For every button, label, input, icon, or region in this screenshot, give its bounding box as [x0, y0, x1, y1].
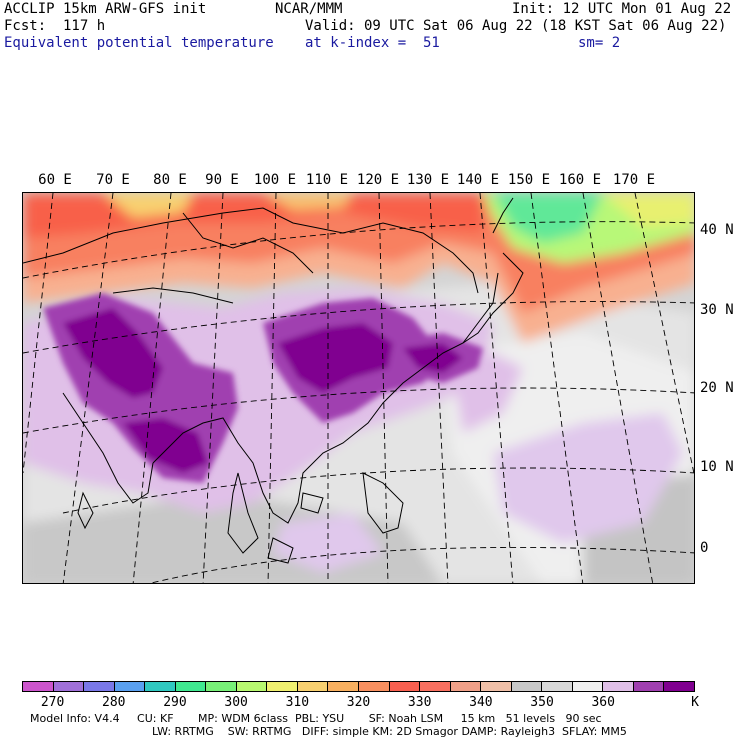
colorbar-swatch [145, 682, 176, 691]
lon-label: 60 E [38, 172, 72, 188]
colorbar-swatch [297, 682, 329, 691]
colorbar-tick-label: 340 [469, 695, 493, 710]
colorbar-swatch [511, 682, 543, 691]
physics-info: LW: RRTMG SW: RRTMG DIFF: simple KM: 2D … [152, 725, 627, 738]
colorbar [22, 681, 695, 692]
colorbar-tick-label: 280 [102, 695, 126, 710]
graticule [23, 193, 694, 583]
lon-label: 70 E [96, 172, 130, 188]
colorbar-swatch [572, 682, 604, 691]
colorbar-tick-label: 360 [591, 695, 615, 710]
colorbar-swatch [633, 682, 665, 691]
colorbar-tick-label: 290 [163, 695, 187, 710]
colorbar-swatch [603, 682, 634, 691]
colorbar-tick-label: 350 [530, 695, 554, 710]
lat-label: 40 N [700, 222, 734, 238]
lon-label: 90 E [205, 172, 239, 188]
lon-label: 100 E [253, 172, 297, 188]
lon-label: 140 E [456, 172, 500, 188]
colorbar-swatch [359, 682, 390, 691]
colorbar-swatch [175, 682, 207, 691]
colorbar-swatch [328, 682, 360, 691]
field-name: Equivalent potential temperature [4, 35, 274, 51]
colorbar-swatch [389, 682, 421, 691]
valid-time: Valid: 09 UTC Sat 06 Aug 22 (18 KST Sat … [305, 18, 727, 34]
lat-label: 10 N [700, 459, 734, 475]
colorbar-swatch [23, 682, 54, 691]
lat-label: 30 N [700, 302, 734, 318]
theta-e-field [23, 193, 694, 583]
colorbar-tick-label: 320 [346, 695, 371, 710]
colorbar-swatch [542, 682, 573, 691]
lon-label: 80 E [153, 172, 187, 188]
colorbar-tick-label: 330 [407, 695, 432, 710]
lon-label: 170 E [612, 172, 656, 188]
lat-label: 0 [700, 540, 709, 556]
lon-label: 150 E [507, 172, 551, 188]
colorbar-swatch [267, 682, 298, 691]
k-index: at k-index = 51 [305, 35, 440, 51]
map-panel [22, 192, 695, 584]
lon-label: 110 E [305, 172, 349, 188]
colorbar-swatch [481, 682, 512, 691]
coastlines [23, 197, 524, 564]
colorbar-swatch [450, 682, 482, 691]
lon-label: 120 E [356, 172, 400, 188]
colorbar-swatch [236, 682, 268, 691]
forecast-hour: Fcst: 117 h [4, 18, 106, 34]
colorbar-tick-label: 270 [40, 695, 65, 710]
institution-label: NCAR/MMM [275, 1, 343, 17]
colorbar-tick-label: 300 [224, 695, 248, 710]
colorbar-swatch [53, 682, 85, 691]
model-info: Model Info: V4.4 CU: KF MP: WDM 6class P… [30, 712, 602, 725]
colorbar-swatch [664, 682, 695, 691]
smoothing-label: sm= 2 [578, 35, 621, 51]
colorbar-swatch [84, 682, 115, 691]
colorbar-swatch [420, 682, 451, 691]
colorbar-tick-label: K [691, 695, 699, 710]
lon-label: 160 E [558, 172, 602, 188]
colorbar-swatch [206, 682, 237, 691]
colorbar-swatch [114, 682, 146, 691]
model-title: ACCLIP 15km ARW-GFS init [4, 1, 207, 17]
init-time: Init: 12 UTC Mon 01 Aug 22 [512, 1, 732, 17]
colorbar-tick-label: 310 [285, 695, 310, 710]
lat-label: 20 N [700, 380, 734, 396]
lon-label: 130 E [406, 172, 450, 188]
